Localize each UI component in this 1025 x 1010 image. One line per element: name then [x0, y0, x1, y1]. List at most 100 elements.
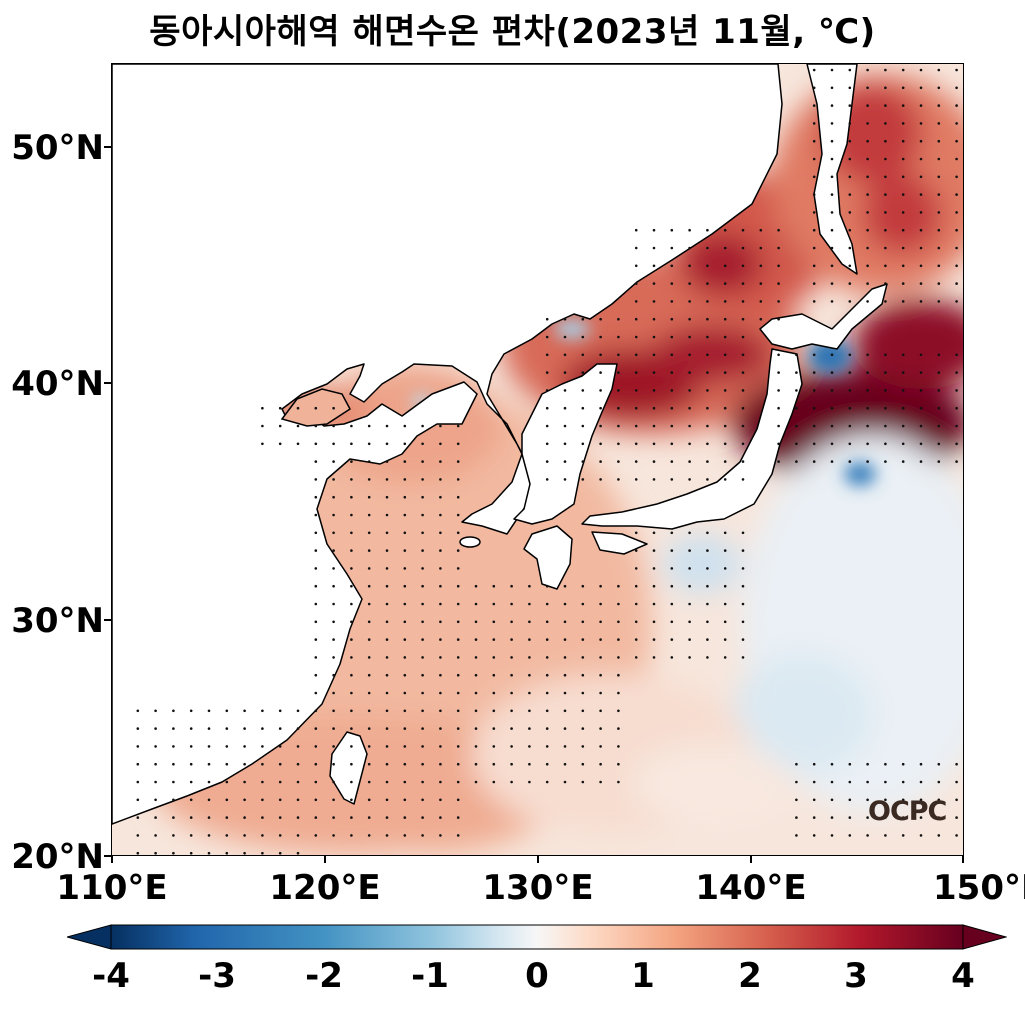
stipple-dot	[581, 673, 585, 677]
stipple-dot	[403, 424, 407, 428]
stipple-dot	[812, 68, 816, 72]
stipple-dot	[350, 478, 353, 481]
stipple-dot	[955, 406, 958, 410]
stipple-dot	[332, 656, 335, 659]
stipple-dot	[741, 406, 745, 410]
stipple-dot	[812, 175, 816, 179]
stipple-dot	[777, 424, 780, 428]
stipple-dot	[403, 816, 407, 819]
stipple-dot	[617, 442, 620, 446]
stipple-dot	[545, 389, 549, 392]
stipple-dot	[919, 406, 923, 410]
stipple-dot	[866, 424, 869, 428]
stipple-dot	[439, 602, 442, 606]
stipple-dot	[403, 638, 407, 641]
stipple-dot	[492, 656, 496, 659]
stipple-dot	[901, 371, 905, 374]
stipple-dot	[634, 460, 638, 463]
stipple-dot	[795, 816, 798, 819]
stipple-dot	[367, 602, 371, 606]
stipple-dot	[456, 495, 460, 499]
stipple-dot	[741, 531, 745, 535]
stipple-dot	[670, 442, 674, 446]
stipple-dot	[634, 638, 638, 641]
stipple-dot	[937, 104, 941, 107]
stipple-dot	[136, 816, 140, 819]
stipple-dot	[759, 264, 763, 268]
stipple-dot	[474, 620, 478, 624]
stipple-dot	[759, 300, 763, 303]
stipple-dot	[385, 745, 389, 748]
stipple-dot	[652, 282, 656, 285]
stipple-dot	[278, 762, 282, 766]
stipple-dot	[367, 549, 371, 552]
stipple-dot	[296, 851, 300, 855]
stipple-dot	[154, 816, 157, 819]
stipple-dot	[296, 780, 300, 784]
stipple-dot	[261, 709, 264, 713]
stipple-dot	[741, 478, 745, 481]
stipple-dot	[706, 371, 709, 374]
stipple-dot	[189, 851, 193, 855]
stipple-dot	[688, 228, 691, 232]
stipple-dot	[652, 264, 656, 268]
stipple-dot	[421, 727, 424, 730]
stipple-dot	[510, 620, 513, 624]
stipple-dot	[955, 282, 958, 285]
stipple-dot	[884, 139, 887, 143]
stipple-dot	[581, 727, 585, 730]
stipple-dot	[278, 406, 282, 410]
stipple-dot	[367, 513, 371, 517]
colorbar-label: -2	[305, 956, 343, 996]
stipple-dot	[812, 442, 816, 446]
stipple-dot	[314, 584, 318, 588]
colorbar-label: -4	[92, 956, 130, 996]
stipple-dot	[261, 745, 264, 748]
stipple-dot	[545, 691, 549, 695]
stipple-dot	[474, 584, 478, 588]
stipple-dot	[261, 834, 264, 837]
xtick-label-110e: 110°E	[56, 868, 168, 908]
stipple-dot	[367, 691, 371, 695]
stipple-dot	[581, 638, 585, 641]
stipple-dot	[439, 513, 442, 517]
stipple-dot	[545, 620, 549, 624]
stipple-dot	[848, 228, 852, 232]
stipple-dot	[474, 638, 478, 641]
stipple-dot	[385, 673, 389, 677]
stipple-dot	[367, 442, 371, 446]
stipple-dot	[439, 762, 442, 766]
stipple-dot	[741, 282, 745, 285]
stipple-dot	[830, 353, 834, 357]
stipple-dot	[919, 816, 923, 819]
stipple-dot	[741, 620, 745, 624]
stipple-dot	[421, 478, 424, 481]
stipple-dot	[670, 353, 674, 357]
stipple-dot	[795, 353, 798, 357]
stipple-dot	[456, 567, 460, 570]
stipple-dot	[866, 762, 869, 766]
stipple-dot	[545, 371, 549, 374]
stipple-dot	[919, 353, 923, 357]
stipple-dot	[367, 727, 371, 730]
stipple-dot	[492, 745, 496, 748]
stipple-dot	[563, 691, 567, 695]
stipple-dot	[350, 798, 353, 802]
stipple-dot	[403, 584, 407, 588]
stipple-dot	[884, 282, 887, 285]
stipple-dot	[723, 460, 727, 463]
stipple-dot	[207, 745, 211, 748]
stipple-dot	[545, 727, 549, 730]
stipple-dot	[492, 691, 496, 695]
stipple-dot	[901, 246, 905, 250]
stipple-dot	[937, 798, 941, 802]
stipple-dot	[706, 602, 709, 606]
stipple-dot	[367, 424, 371, 428]
stipple-dot	[189, 745, 193, 748]
stipple-dot	[617, 638, 620, 641]
stipple-dot	[901, 104, 905, 107]
stipple-dot	[848, 834, 852, 837]
stipple-dot	[332, 762, 335, 766]
stipple-dot	[741, 371, 745, 374]
stipple-dot	[634, 353, 638, 357]
